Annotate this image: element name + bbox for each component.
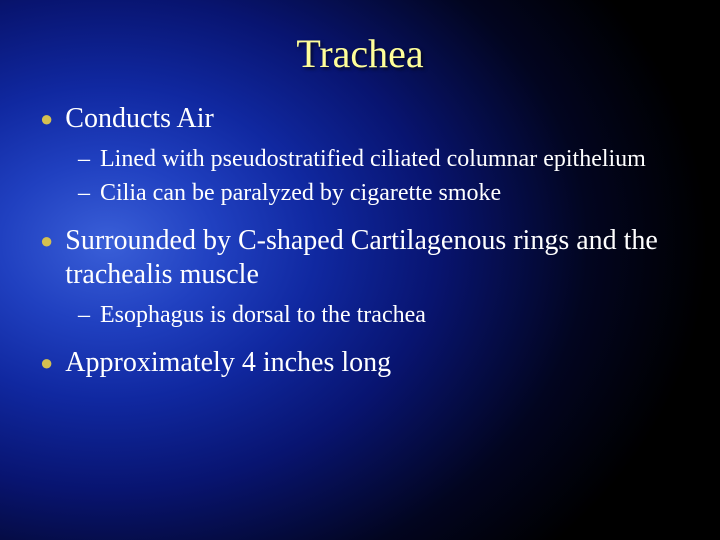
slide-content: ● Conducts Air – Lined with pseudostrati… bbox=[0, 102, 720, 380]
sub-item: – Esophagus is dorsal to the trachea bbox=[78, 300, 690, 330]
bullet-text: Conducts Air bbox=[65, 102, 690, 136]
sub-text: Cilia can be paralyzed by cigarette smok… bbox=[100, 178, 690, 208]
dash-icon: – bbox=[78, 178, 90, 208]
bullet-text: Approximately 4 inches long bbox=[65, 346, 690, 380]
bullet-icon: ● bbox=[40, 346, 53, 380]
bullet-item: ● Surrounded by C-shaped Cartilagenous r… bbox=[40, 224, 690, 292]
bullet-text: Surrounded by C-shaped Cartilagenous rin… bbox=[65, 224, 690, 292]
dash-icon: – bbox=[78, 144, 90, 174]
slide-title: Trachea bbox=[0, 0, 720, 102]
dash-icon: – bbox=[78, 300, 90, 330]
bullet-item: ● Conducts Air bbox=[40, 102, 690, 136]
bullet-icon: ● bbox=[40, 102, 53, 136]
sub-text: Esophagus is dorsal to the trachea bbox=[100, 300, 690, 330]
sub-text: Lined with pseudostratified ciliated col… bbox=[100, 144, 690, 174]
sub-item: – Lined with pseudostratified ciliated c… bbox=[78, 144, 690, 174]
bullet-icon: ● bbox=[40, 224, 53, 258]
sub-item: – Cilia can be paralyzed by cigarette sm… bbox=[78, 178, 690, 208]
slide: Trachea ● Conducts Air – Lined with pseu… bbox=[0, 0, 720, 540]
bullet-item: ● Approximately 4 inches long bbox=[40, 346, 690, 380]
